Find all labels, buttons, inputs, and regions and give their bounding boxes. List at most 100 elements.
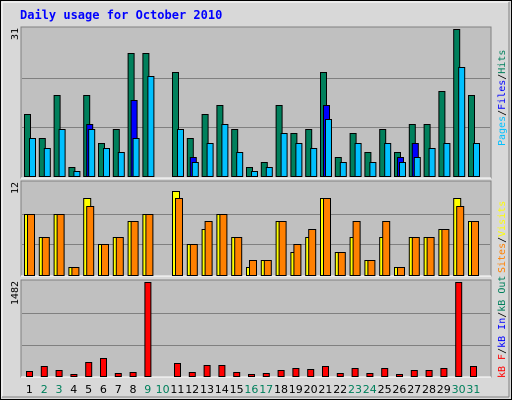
bar-sites-day-30 — [456, 206, 465, 276]
bar-sites-day-25 — [382, 221, 391, 276]
bar-kbf-day-2 — [40, 366, 48, 377]
legend-kbin: kB In — [497, 318, 508, 348]
legend-pages: Pages — [497, 116, 508, 146]
bar-sites-day-23 — [352, 221, 361, 276]
bar-kbf-day-27 — [410, 370, 418, 377]
bar-pages-day-30 — [458, 67, 466, 177]
bar-pages-day-26 — [399, 162, 406, 177]
x-tick-label-day-4: 4 — [70, 383, 77, 396]
bar-pages-day-3 — [58, 129, 66, 177]
x-tick-label-day-5: 5 — [85, 383, 92, 396]
bar-kbf-day-1 — [26, 371, 33, 377]
x-tick-label-day-17: 17 — [259, 383, 273, 396]
bar-pages-day-24 — [369, 162, 377, 177]
panel-kbytes-background — [20, 279, 492, 378]
bar-pages-day-13 — [206, 143, 214, 177]
bar-pages-day-21 — [325, 119, 332, 177]
x-tick-label-day-13: 13 — [200, 383, 214, 396]
legend-kbf: kB F — [497, 354, 508, 378]
bar-pages-day-4 — [73, 171, 81, 177]
bar-hits-day-31 — [468, 95, 475, 177]
bar-pages-day-14 — [221, 124, 229, 177]
bar-kbf-day-4 — [70, 374, 78, 377]
bar-pages-day-23 — [354, 143, 362, 177]
panel-visits-bars — [24, 191, 479, 276]
x-tick-label-day-6: 6 — [100, 383, 107, 396]
bar-pages-day-18 — [280, 133, 288, 177]
bar-kbf-day-20 — [307, 369, 315, 377]
panel-kbytes-gridlines — [22, 313, 490, 346]
bar-sites-day-26 — [397, 267, 405, 276]
x-tick-label-day-10: 10 — [156, 383, 170, 396]
legend-visits: Visits — [497, 201, 508, 237]
x-tick-label-day-2: 2 — [41, 383, 48, 396]
bar-pages-day-9 — [147, 76, 155, 177]
bar-kbf-day-12 — [188, 372, 196, 377]
legend-middle-sep: / — [497, 237, 508, 243]
bar-kbf-day-16 — [248, 374, 255, 377]
bar-sites-day-22 — [337, 252, 346, 276]
x-tick-label-day-19: 19 — [289, 383, 303, 396]
bar-kbf-day-8 — [129, 372, 137, 377]
bar-kbf-day-25 — [381, 368, 389, 377]
bar-pages-day-8 — [132, 138, 140, 177]
panel-kbytes-bars — [26, 282, 477, 377]
bar-sites-day-15 — [234, 237, 243, 276]
bar-sites-day-7 — [115, 237, 124, 276]
bar-kbf-day-6 — [100, 358, 107, 377]
x-tick-label-day-21: 21 — [318, 383, 332, 396]
x-tick-label-day-14: 14 — [215, 383, 229, 396]
x-tick-label-day-8: 8 — [130, 383, 137, 396]
x-tick-label-day-25: 25 — [378, 383, 392, 396]
bar-sites-day-12 — [189, 244, 198, 276]
bar-sites-day-11 — [175, 198, 183, 276]
bar-pages-day-1 — [29, 138, 36, 177]
bar-kbf-day-29 — [440, 368, 448, 377]
panel-hits — [20, 26, 492, 179]
bar-hits-day-11 — [172, 72, 179, 177]
bar-sites-day-18 — [278, 221, 287, 276]
bar-pages-day-17 — [265, 167, 273, 177]
bar-kbf-day-14 — [218, 365, 226, 377]
bar-sites-day-9 — [145, 214, 154, 276]
bar-pages-day-5 — [88, 129, 96, 177]
bar-kbf-day-17 — [262, 373, 270, 377]
x-tick-label-day-30: 30 — [452, 383, 466, 396]
bar-kbf-day-5 — [85, 362, 93, 377]
bar-sites-day-1 — [27, 214, 35, 276]
bar-kbf-day-31 — [470, 366, 477, 377]
legend-top: Pages/Files/Hits — [497, 50, 508, 146]
bar-sites-day-21 — [323, 198, 331, 276]
bar-kbf-day-22 — [336, 373, 344, 377]
bar-pages-day-27 — [413, 157, 421, 177]
x-tick-label-day-11: 11 — [170, 383, 184, 396]
bar-kbf-day-21 — [322, 366, 329, 377]
bar-sites-day-2 — [41, 237, 50, 276]
legend-top-sep-2: / — [497, 74, 508, 80]
bar-hits-day-29 — [438, 91, 446, 177]
legend-kbout: kB Out — [497, 276, 508, 312]
x-tick-label-day-12: 12 — [185, 383, 199, 396]
bar-sites-day-24 — [367, 260, 376, 276]
x-axis-day-labels: 1 2 3 4 5 6 7 8 9 10 11 12 13 14 15 16 17 18 19 20 21 22 23 24 2… — [26, 383, 480, 396]
bar-kbf-day-11 — [174, 363, 181, 377]
bar-pages-day-31 — [473, 143, 480, 177]
bar-sites-day-14 — [219, 214, 228, 276]
x-tick-label-day-26: 26 — [392, 383, 406, 396]
legend-files: Files — [497, 80, 508, 110]
x-tick-label-day-27: 27 — [407, 383, 421, 396]
x-tick-label-day-22: 22 — [333, 383, 347, 396]
x-tick-label-day-20: 20 — [304, 383, 318, 396]
x-tick-label-day-16: 16 — [244, 383, 258, 396]
bar-pages-day-22 — [339, 162, 347, 177]
bar-sites-day-16 — [249, 260, 257, 276]
bar-kbf-day-3 — [55, 370, 63, 377]
legend-bottom: kB F/kB In/kB Out — [497, 276, 508, 378]
bar-kbf-day-13 — [203, 365, 211, 377]
x-tick-label-day-29: 29 — [437, 383, 451, 396]
x-tick-label-day-15: 15 — [230, 383, 244, 396]
bar-pages-day-20 — [310, 148, 318, 177]
x-tick-label-day-23: 23 — [348, 383, 362, 396]
bar-pages-day-19 — [295, 143, 303, 177]
bar-sites-day-27 — [411, 237, 420, 276]
